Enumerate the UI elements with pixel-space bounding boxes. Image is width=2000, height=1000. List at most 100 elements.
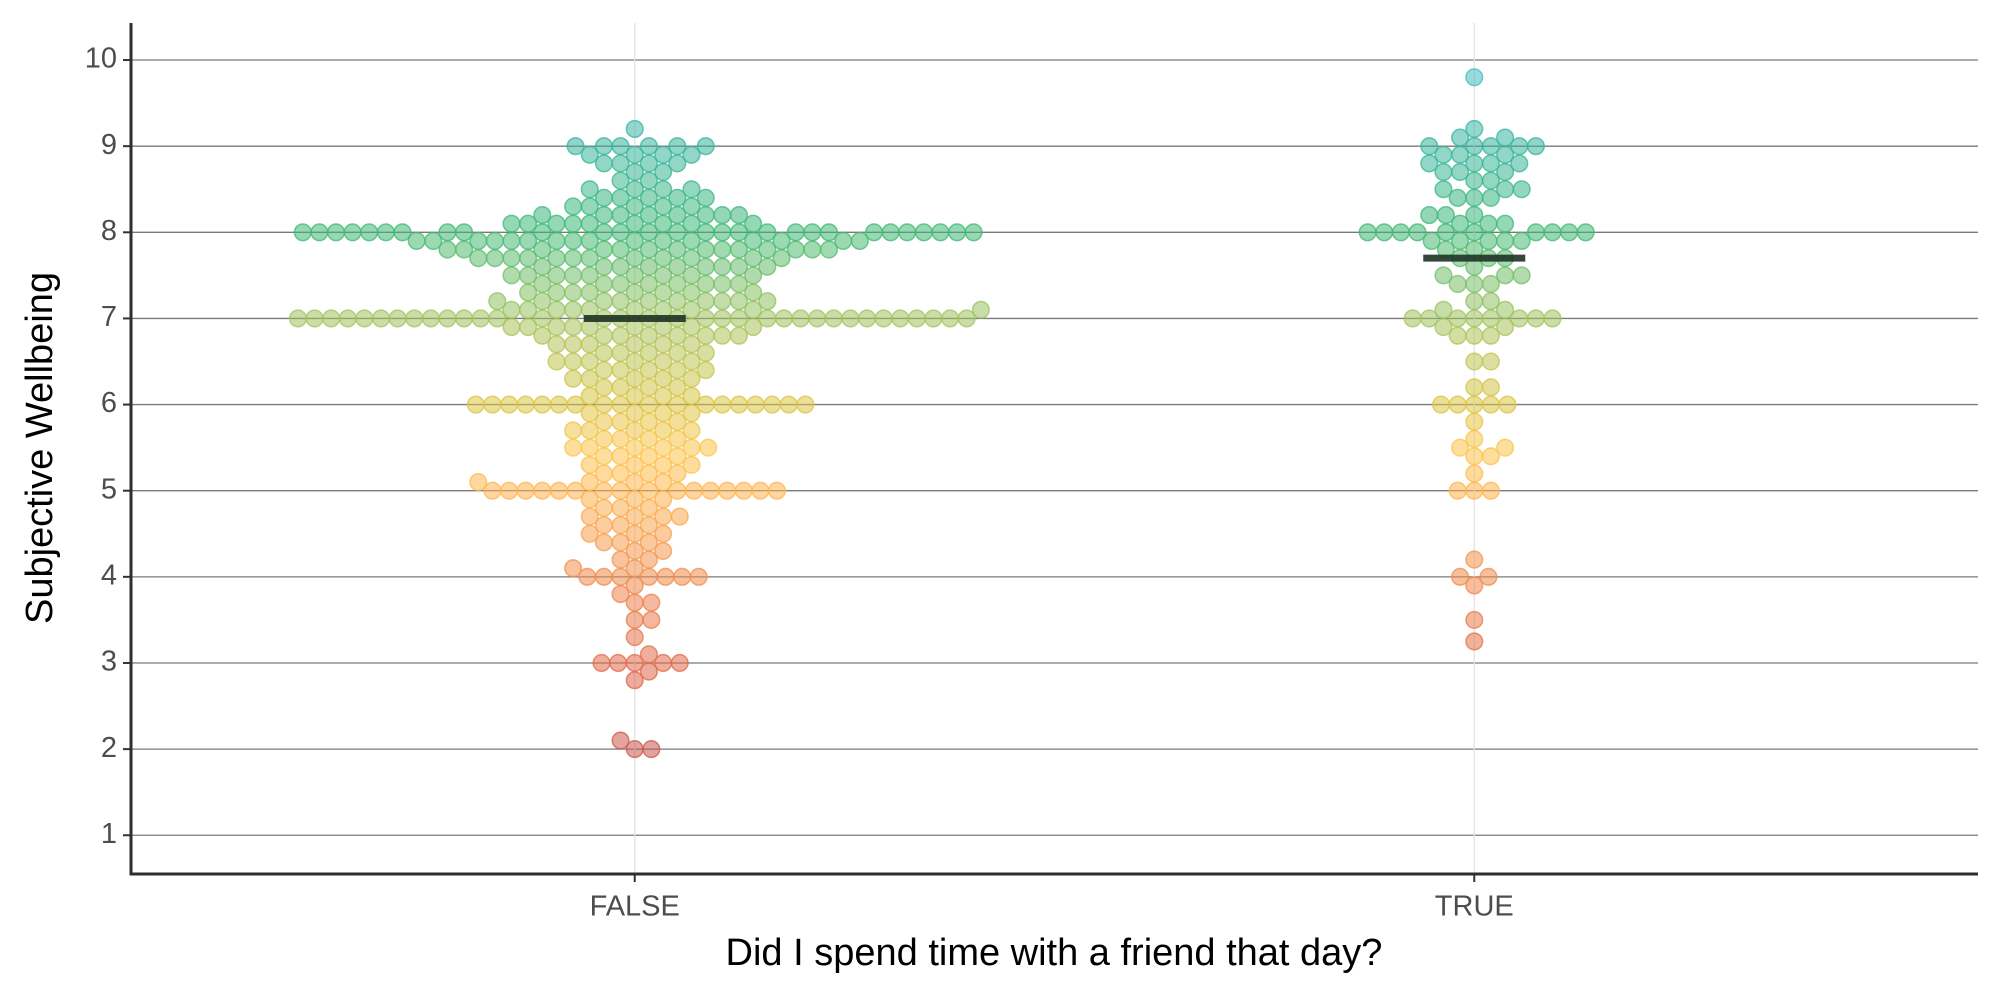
point — [864, 223, 884, 242]
y-axis-title: Subjective Wellbeing — [19, 272, 61, 624]
point — [594, 188, 613, 207]
point — [767, 481, 787, 500]
point — [1448, 274, 1467, 294]
point — [1481, 481, 1500, 500]
point — [1481, 352, 1500, 371]
point — [1436, 206, 1455, 225]
point — [1465, 274, 1484, 294]
point — [1465, 352, 1484, 371]
point — [713, 206, 732, 225]
point — [564, 438, 583, 457]
point — [824, 309, 843, 328]
point — [564, 318, 583, 337]
point — [751, 481, 770, 500]
point — [376, 223, 395, 242]
y-tick-label: 5 — [101, 473, 117, 505]
point — [689, 567, 708, 586]
point — [388, 309, 407, 328]
point — [592, 653, 611, 673]
point — [611, 137, 630, 156]
point — [1465, 309, 1484, 328]
point — [713, 309, 732, 328]
point — [1526, 309, 1545, 328]
point — [611, 731, 630, 750]
point — [564, 335, 583, 354]
point — [326, 223, 346, 242]
point — [941, 309, 960, 328]
point — [971, 300, 990, 319]
point — [718, 481, 737, 500]
point — [874, 309, 893, 328]
point — [1451, 214, 1470, 233]
point — [1465, 395, 1484, 414]
point — [338, 309, 357, 328]
point — [1479, 567, 1498, 586]
point — [713, 292, 732, 311]
point — [533, 481, 552, 500]
y-tick-label: 8 — [101, 215, 117, 247]
point — [483, 481, 502, 500]
point — [891, 309, 910, 328]
point — [1481, 447, 1500, 466]
point — [1576, 223, 1595, 242]
y-tick-label: 4 — [101, 559, 117, 591]
point — [500, 395, 519, 414]
point — [772, 231, 791, 250]
point — [819, 223, 839, 242]
point — [1434, 180, 1453, 199]
point — [293, 223, 312, 242]
point — [564, 214, 583, 233]
point — [1465, 119, 1484, 138]
point — [502, 214, 521, 233]
point — [1512, 180, 1531, 199]
point — [502, 266, 521, 285]
point — [1375, 223, 1394, 242]
point — [533, 206, 552, 225]
point — [803, 240, 822, 259]
point — [438, 309, 457, 328]
point — [1451, 567, 1470, 586]
point — [642, 593, 661, 612]
point — [1408, 223, 1427, 242]
point — [322, 309, 341, 328]
point — [1543, 223, 1562, 242]
grid: 1 2 3 4 5 6 7 8 9 10 FALSE TRUE — [85, 23, 1978, 923]
point — [578, 567, 597, 586]
point — [682, 180, 701, 199]
point — [713, 257, 732, 276]
y-tick-label: 2 — [101, 732, 117, 764]
point — [564, 283, 583, 302]
point — [1434, 266, 1453, 285]
point — [1420, 206, 1439, 225]
point — [483, 395, 502, 414]
y-tick-label: 6 — [101, 387, 117, 419]
point — [713, 240, 732, 259]
point — [355, 309, 374, 328]
point — [1465, 188, 1484, 207]
point — [796, 395, 815, 414]
y-tick-label: 7 — [101, 301, 117, 333]
point — [580, 180, 599, 199]
point — [850, 231, 869, 250]
point — [1465, 632, 1484, 651]
point — [310, 223, 329, 242]
point — [564, 300, 583, 319]
point — [1465, 378, 1484, 397]
point — [485, 249, 504, 268]
point — [1465, 68, 1484, 87]
point — [1526, 137, 1545, 156]
point — [502, 231, 521, 250]
point — [564, 559, 583, 578]
point — [744, 214, 763, 233]
point — [1496, 300, 1515, 319]
point — [639, 137, 658, 156]
point — [713, 223, 732, 242]
point — [957, 309, 976, 328]
point — [547, 352, 566, 371]
point — [729, 206, 748, 225]
point — [516, 395, 535, 414]
x-tick-label: TRUE — [1435, 891, 1514, 923]
point — [1403, 309, 1422, 328]
point — [1526, 223, 1545, 242]
point — [564, 369, 583, 388]
